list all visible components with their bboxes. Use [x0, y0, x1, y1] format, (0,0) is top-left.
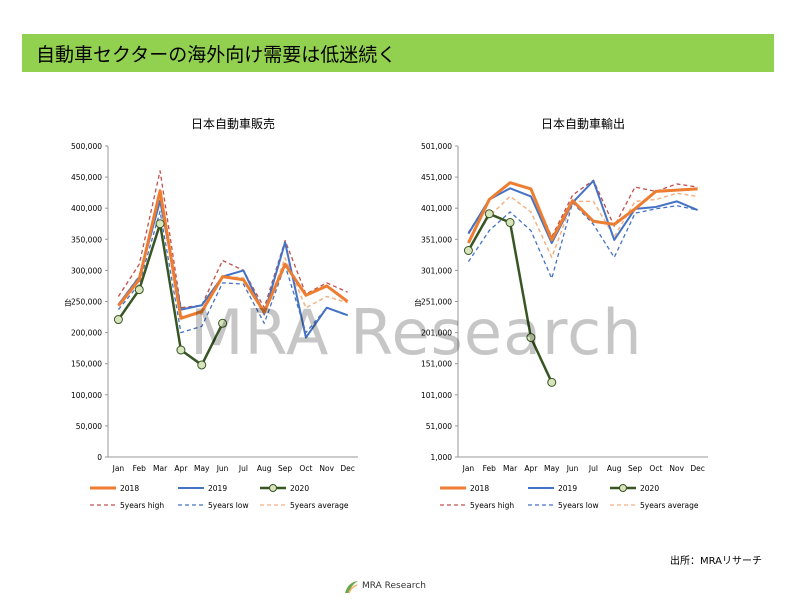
x-tick-label: May: [544, 464, 560, 473]
x-tick-label: Jan: [462, 464, 475, 473]
data-point-2020: [113, 315, 123, 325]
data-point-2020: [505, 218, 515, 228]
data-point-2020: [197, 360, 207, 370]
series-line-5years-low: [117, 210, 348, 334]
x-tick-label: Jan: [112, 464, 125, 473]
x-tick-label: Sep: [628, 464, 642, 473]
y-tick-label: 401,000: [421, 204, 452, 213]
data-point-2020: [176, 345, 186, 355]
series-line-2019: [467, 179, 698, 245]
chart-title: 日本自動車輸出: [541, 116, 625, 131]
series-line-5years-average: [467, 192, 698, 259]
legend-label: 2019: [208, 484, 227, 493]
chart-title: 日本自動車販売: [191, 116, 275, 131]
series-line-5years-high: [117, 170, 348, 309]
x-tick-label: Aug: [257, 464, 272, 473]
legend-label: 5years low: [208, 501, 249, 510]
data-point-2020: [526, 333, 536, 343]
y-tick-label: 451,000: [421, 173, 452, 182]
series-line-2019: [117, 199, 348, 339]
legend-label: 2019: [558, 484, 577, 493]
x-tick-label: Aug: [607, 464, 622, 473]
data-point-2020: [547, 377, 557, 387]
x-tick-label: Mar: [153, 464, 168, 473]
x-tick-label: Apr: [524, 464, 538, 473]
y-tick-label: 51,000: [426, 422, 452, 431]
x-tick-label: Nov: [319, 464, 334, 473]
legend-marker: [619, 484, 627, 492]
watermark: MRA Research: [190, 296, 643, 369]
y-tick-label: 350,000: [71, 235, 102, 244]
y-tick-label: 351,000: [421, 235, 452, 244]
x-tick-label: Apr: [174, 464, 188, 473]
y-tick-label: 251,000: [421, 298, 452, 307]
legend-label: 5years average: [640, 501, 699, 510]
page-title: 自動車セクターの海外向け需要は低迷続く: [36, 44, 397, 66]
legend-label: 2018: [120, 484, 139, 493]
x-tick-label: Feb: [133, 464, 147, 473]
y-tick-label: 50,000: [76, 422, 102, 431]
title-bar: 自動車セクターの海外向け需要は低迷続く: [22, 34, 774, 72]
y-tick-label: 500,000: [71, 142, 102, 151]
y-axis-label: 台: [64, 298, 72, 308]
y-tick-label: 101,000: [421, 391, 452, 400]
x-tick-label: Feb: [483, 464, 497, 473]
data-point-2020: [484, 209, 494, 219]
y-tick-label: 150,000: [71, 360, 102, 369]
y-tick-label: 201,000: [421, 329, 452, 338]
legend-marker: [269, 484, 277, 492]
legend-label: 2020: [640, 484, 659, 493]
y-tick-label: 300,000: [71, 266, 102, 275]
y-tick-label: 100,000: [71, 391, 102, 400]
x-tick-label: Mar: [503, 464, 518, 473]
chart-sales: 日本自動車販売 0 50,000 100,000 150,000 200,000 250,0…: [64, 116, 358, 510]
data-point-2020: [218, 318, 228, 328]
x-tick-label: Oct: [649, 464, 662, 473]
legend-label: 2020: [290, 484, 309, 493]
x-tick-label: May: [194, 464, 210, 473]
series-line-2018: [117, 189, 349, 320]
x-tick-label: Jul: [238, 464, 248, 473]
footer-brand: MRA Research: [362, 581, 426, 591]
series-line-2018: [467, 181, 698, 244]
y-tick-label: 200,000: [71, 329, 102, 338]
legend-label: 2018: [470, 484, 489, 493]
x-tick-label: Dec: [690, 464, 705, 473]
legend-label: 5years high: [470, 501, 514, 510]
x-tick-label: Jun: [216, 464, 229, 473]
chart-exports: 日本自動車輸出 1,000 51,000 101,000 151,000 201,000 2…: [414, 116, 708, 510]
data-point-2020: [134, 285, 144, 295]
series-line-5years-low: [467, 201, 698, 280]
source-note: 出所：MRAリサーチ: [669, 556, 762, 567]
y-tick-label: 501,000: [421, 142, 452, 151]
y-tick-label: 301,000: [421, 266, 452, 275]
data-point-2020: [463, 245, 473, 255]
legend-label: 5years average: [290, 501, 349, 510]
y-axis-label: 台: [414, 298, 422, 308]
x-tick-label: Sep: [278, 464, 292, 473]
y-tick-label: 151,000: [421, 360, 452, 369]
y-tick-label: 0: [97, 453, 102, 462]
y-tick-label: 400,000: [71, 204, 102, 213]
mra-logo-icon: [345, 581, 358, 594]
y-tick-label: 1,000: [431, 453, 453, 462]
data-point-2020: [155, 219, 165, 229]
x-tick-label: Jul: [588, 464, 598, 473]
x-tick-label: Jun: [566, 464, 579, 473]
x-tick-label: Nov: [669, 464, 684, 473]
y-tick-label: 250,000: [71, 298, 102, 307]
legend-label: 5years low: [558, 501, 599, 510]
series-line-2020: [117, 222, 224, 367]
x-tick-label: Dec: [340, 464, 355, 473]
y-tick-label: 450,000: [71, 173, 102, 182]
legend-label: 5years high: [120, 501, 164, 510]
x-tick-label: Oct: [299, 464, 312, 473]
